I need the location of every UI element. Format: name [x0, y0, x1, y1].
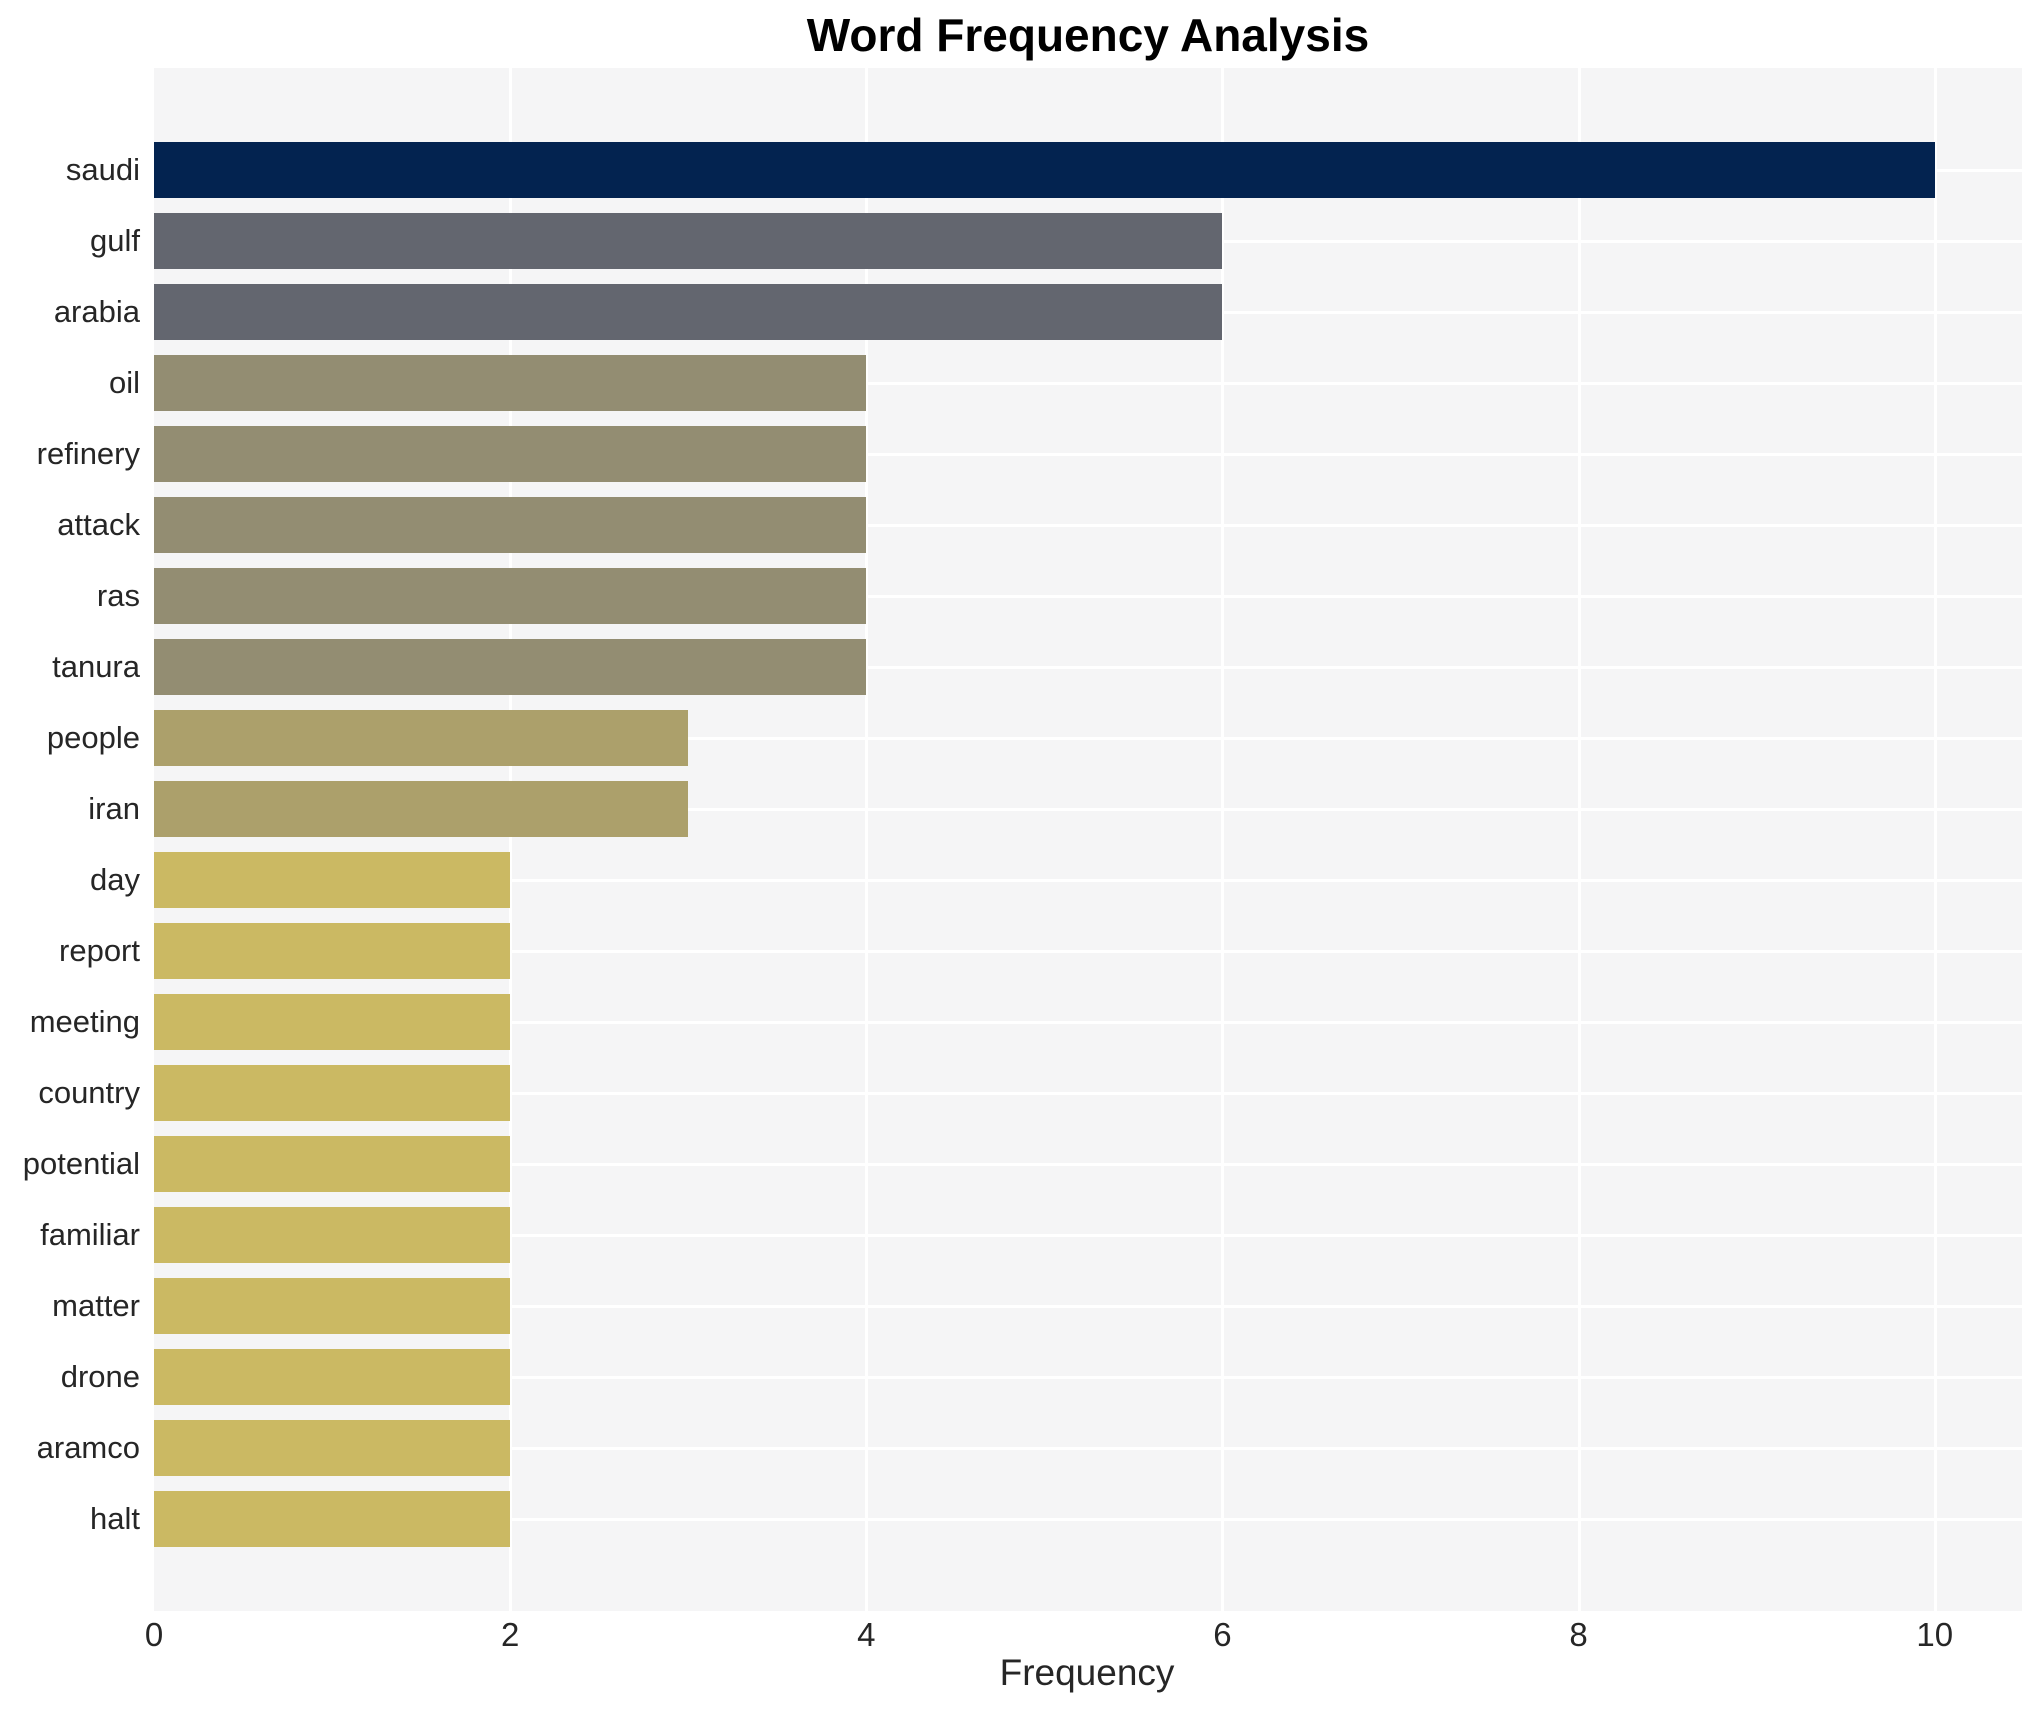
- category-label-report: report: [59, 933, 140, 968]
- category-label-halt: halt: [90, 1501, 140, 1536]
- x-tick-2: 2: [500, 1616, 520, 1653]
- hgridline: [154, 524, 2022, 527]
- category-label-day: day: [90, 862, 140, 897]
- hgridline: [154, 1092, 2022, 1095]
- category-label-tanura: tanura: [52, 649, 140, 684]
- bar-oil: [154, 355, 867, 411]
- category-label-familiar: familiar: [40, 1217, 140, 1252]
- bar-matter: [154, 1278, 511, 1334]
- category-label-gulf: gulf: [90, 223, 140, 258]
- hgridline: [154, 595, 2022, 598]
- bar-iran: [154, 781, 689, 837]
- hgridline: [154, 453, 2022, 456]
- bar-potential: [154, 1136, 511, 1192]
- bar-report: [154, 923, 511, 979]
- bar-arabia: [154, 284, 1223, 340]
- plot-area: [154, 68, 2022, 1611]
- chart-title: Word Frequency Analysis: [806, 9, 1370, 61]
- bar-ras: [154, 568, 867, 624]
- hgridline: [154, 737, 2022, 740]
- bar-refinery: [154, 426, 867, 482]
- category-label-iran: iran: [88, 791, 140, 826]
- vgridline: [865, 68, 869, 1611]
- vgridline: [509, 68, 513, 1611]
- bar-halt: [154, 1491, 511, 1547]
- hgridline: [154, 1447, 2022, 1450]
- bar-country: [154, 1065, 511, 1121]
- category-label-country: country: [38, 1075, 140, 1110]
- category-label-meeting: meeting: [29, 1004, 140, 1039]
- category-label-people: people: [46, 720, 140, 755]
- bar-familiar: [154, 1207, 511, 1263]
- hgridline: [154, 879, 2022, 882]
- x-tick-10: 10: [1916, 1616, 1954, 1653]
- hgridline: [154, 950, 2022, 953]
- category-label-matter: matter: [52, 1288, 140, 1323]
- x-tick-8: 8: [1569, 1616, 1588, 1653]
- bar-meeting: [154, 994, 511, 1050]
- bar-saudi: [154, 142, 1935, 198]
- x-tick-6: 6: [1213, 1616, 1232, 1653]
- category-label-saudi: saudi: [65, 152, 140, 187]
- bar-people: [154, 710, 689, 766]
- category-label-aramco: aramco: [36, 1430, 140, 1465]
- vgridline: [1221, 68, 1225, 1611]
- vgridline: [1933, 68, 1937, 1611]
- hgridline: [154, 1021, 2022, 1024]
- category-label-ras: ras: [96, 578, 140, 613]
- hgridline: [154, 1376, 2022, 1379]
- vgridline: [1577, 68, 1581, 1611]
- bar-drone: [154, 1349, 511, 1405]
- x-tick-4: 4: [857, 1616, 876, 1653]
- category-label-oil: oil: [108, 365, 140, 400]
- hgridline: [154, 1305, 2022, 1308]
- bar-aramco: [154, 1420, 511, 1476]
- hgridline: [154, 1518, 2022, 1521]
- bar-day: [154, 852, 511, 908]
- hgridline: [154, 1234, 2022, 1237]
- category-label-refinery: refinery: [36, 436, 140, 471]
- category-label-drone: drone: [60, 1359, 140, 1394]
- x-tick-0: 0: [144, 1616, 164, 1653]
- hgridline: [154, 666, 2022, 669]
- category-label-potential: potential: [22, 1146, 140, 1181]
- x-axis-title: Frequency: [999, 1652, 1175, 1693]
- hgridline: [154, 1163, 2022, 1166]
- bar-tanura: [154, 639, 867, 695]
- category-label-attack: attack: [57, 507, 140, 542]
- bar-attack: [154, 497, 867, 553]
- bar-gulf: [154, 213, 1223, 269]
- hgridline: [154, 808, 2022, 811]
- hgridline: [154, 382, 2022, 385]
- category-label-arabia: arabia: [53, 294, 140, 329]
